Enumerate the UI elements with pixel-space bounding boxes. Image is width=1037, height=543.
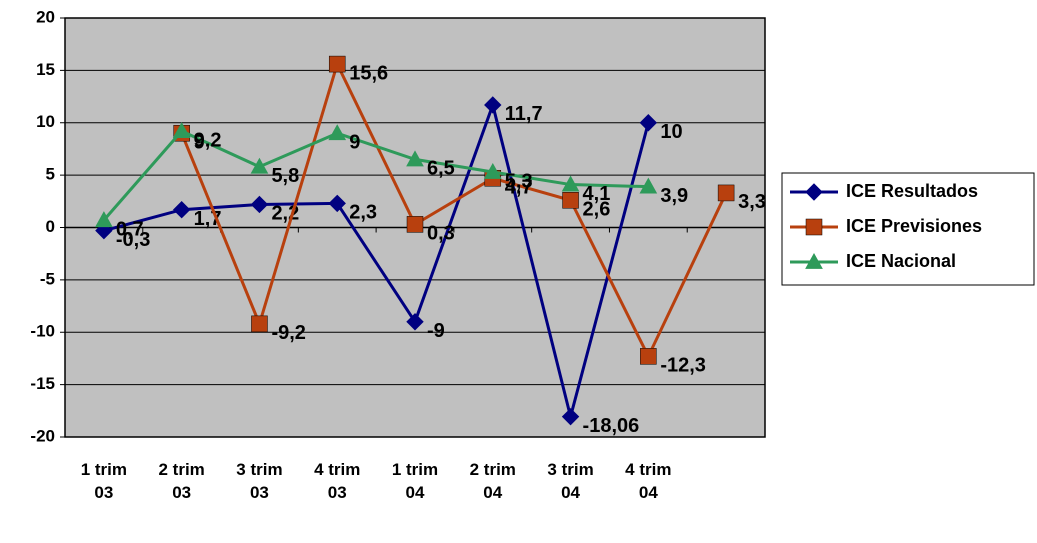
data-point bbox=[561, 175, 580, 192]
y-tick-label: 20 bbox=[36, 7, 55, 26]
legend-label: ICE Resultados bbox=[846, 181, 978, 201]
data-label: -12,3 bbox=[660, 355, 706, 377]
x-tick-label: 2 trim 03 bbox=[158, 460, 205, 502]
data-label: -0,3 bbox=[116, 229, 150, 251]
y-tick-label: -5 bbox=[40, 269, 55, 288]
legend-marker bbox=[805, 218, 823, 236]
y-tick-label: -20 bbox=[30, 426, 55, 445]
data-label: 10 bbox=[660, 121, 682, 143]
x-tick-label: 3 trim 03 bbox=[236, 460, 283, 502]
data-label: 5,8 bbox=[271, 165, 299, 187]
data-label: 6,5 bbox=[427, 158, 455, 180]
series-line bbox=[180, 59, 728, 360]
y-tick-label: 5 bbox=[46, 165, 55, 184]
data-point bbox=[172, 122, 191, 139]
legend-box bbox=[781, 172, 1035, 286]
data-label: 0,3 bbox=[427, 223, 455, 245]
x-tick-label: 1 trim 03 bbox=[80, 460, 128, 502]
data-label: -18,06 bbox=[583, 415, 640, 437]
data-label: 4,7 bbox=[505, 177, 533, 199]
y-tick-label: 10 bbox=[36, 112, 55, 131]
data-label: -9,2 bbox=[271, 322, 305, 344]
data-label: 0,7 bbox=[116, 218, 144, 240]
x-tick-label: 3 trim 04 bbox=[547, 460, 594, 502]
series-line bbox=[103, 99, 650, 418]
data-point bbox=[639, 114, 658, 132]
data-label: 3,9 bbox=[660, 185, 688, 207]
data-label: 3,3 bbox=[738, 191, 766, 213]
data-point bbox=[406, 216, 424, 233]
x-tick-label: 2 trim 04 bbox=[469, 460, 516, 502]
data-label: 5,3 bbox=[505, 170, 533, 192]
data-label: 9 bbox=[349, 132, 360, 154]
data-point bbox=[251, 315, 268, 333]
x-tick-label: 1 trim 04 bbox=[391, 460, 439, 502]
legend-marker bbox=[805, 252, 823, 269]
data-point bbox=[639, 177, 658, 194]
y-tick-label: -10 bbox=[30, 322, 55, 341]
data-point bbox=[717, 184, 735, 202]
data-point bbox=[484, 96, 502, 114]
data-point bbox=[328, 124, 347, 141]
legend-label: ICE Previsiones bbox=[846, 216, 982, 236]
data-label: 15,6 bbox=[349, 62, 388, 84]
data-label: 2,3 bbox=[349, 202, 377, 224]
data-point bbox=[640, 348, 657, 365]
data-label: -9 bbox=[427, 320, 445, 342]
data-label: 11,7 bbox=[505, 103, 543, 125]
data-label: 9,2 bbox=[194, 129, 222, 151]
data-point bbox=[406, 150, 424, 167]
data-point bbox=[328, 194, 346, 213]
data-point bbox=[250, 157, 269, 174]
series-line bbox=[102, 129, 649, 222]
data-point bbox=[406, 313, 424, 331]
data-point bbox=[562, 192, 579, 209]
legend-marker bbox=[805, 183, 823, 201]
data-label: 2,6 bbox=[583, 199, 611, 221]
data-label: 4,1 bbox=[583, 183, 611, 205]
y-tick-label: -15 bbox=[30, 374, 55, 393]
data-point bbox=[561, 407, 580, 426]
data-point bbox=[250, 195, 269, 214]
legend-label: ICE Nacional bbox=[846, 251, 956, 271]
data-point bbox=[328, 55, 346, 73]
y-tick-label: 0 bbox=[46, 217, 55, 236]
x-tick-label: 4 trim 03 bbox=[314, 460, 361, 502]
data-point bbox=[483, 162, 502, 179]
y-tick-label: 15 bbox=[36, 60, 55, 79]
data-label: 9 bbox=[194, 132, 205, 154]
x-tick-label: 4 trim 04 bbox=[625, 460, 672, 502]
data-point bbox=[95, 211, 113, 228]
data-point bbox=[172, 200, 191, 219]
